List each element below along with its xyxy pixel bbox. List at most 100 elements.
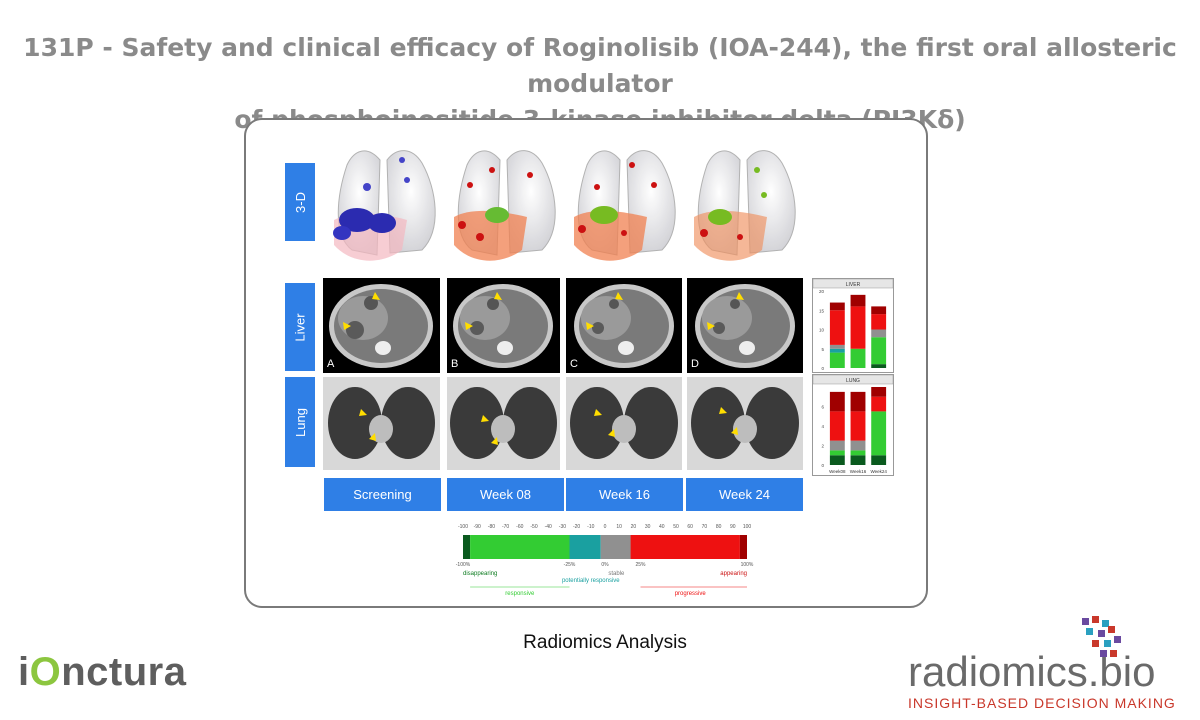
3d-render-week24 <box>694 150 796 261</box>
threshold-label: -25% <box>564 562 576 568</box>
x-tick-label: Week08 <box>829 469 846 474</box>
y-tick-label: 20 <box>819 289 825 294</box>
response-scale-legend: -100 -90 -80 -70 -60 -50 -40 -30 -20 -10 0 10 20 30 40… <box>456 524 754 597</box>
chart-header <box>813 279 893 289</box>
bar-segment <box>850 440 866 451</box>
label-stable: stable <box>608 571 625 577</box>
timepoint-screening: Screening <box>324 478 441 511</box>
bar-segment <box>850 411 866 441</box>
threshold-label: -100% <box>456 562 471 568</box>
scale-tick-label: 20 <box>631 524 637 530</box>
y-tick-label: 4 <box>821 424 824 429</box>
y-tick-label: 6 <box>821 405 824 410</box>
scale-tick-label: 100 <box>743 524 752 530</box>
lung-ct-week24 <box>687 377 803 470</box>
scale-tick-label: -70 <box>502 524 509 530</box>
threshold-label: 25% <box>635 562 646 568</box>
scale-tick-label: 90 <box>730 524 736 530</box>
scale-tick-label: -100 <box>458 524 468 530</box>
liver-ct-week08: B <box>447 278 560 373</box>
segment-stable <box>600 535 631 559</box>
scale-tick-label: -80 <box>488 524 495 530</box>
y-tick-label: 0 <box>821 366 824 371</box>
bar-segment <box>829 352 845 368</box>
label-appearing: appearing <box>720 571 747 577</box>
title-line-1: 131P - Safety and clinical efficacy of R… <box>23 33 1177 98</box>
lung-ct-week08 <box>447 377 560 470</box>
bar-segment <box>829 310 845 345</box>
scale-tick-label: 50 <box>673 524 679 530</box>
figure-caption: Radiomics Analysis <box>523 632 687 653</box>
scale-tick-label: 0 <box>604 524 607 530</box>
logo-pixel-mark-icon <box>1082 616 1121 657</box>
radiomics-bio-name: radiomics.bio <box>908 648 1156 695</box>
bar-segment <box>829 440 845 451</box>
lung-ct-screening <box>323 377 440 470</box>
y-tick-label: 0 <box>821 463 824 468</box>
scale-tick-label: -30 <box>559 524 566 530</box>
segment-disappearing <box>463 535 471 559</box>
bar-segment <box>871 337 887 365</box>
timepoint-week16: Week 16 <box>566 478 683 511</box>
scale-tick-label: 40 <box>659 524 665 530</box>
scale-tick-label: 60 <box>687 524 693 530</box>
bar-segment <box>871 455 887 465</box>
ionctura-logo: iOnctura <box>18 650 187 694</box>
panel-letter-b: B <box>451 358 459 370</box>
row-label-liver: Liver <box>285 283 315 371</box>
row-label-3d: 3-D <box>285 163 315 241</box>
bar-segment <box>829 348 845 353</box>
bar-segment <box>829 302 845 311</box>
scale-tick-label: 70 <box>702 524 708 530</box>
label-disappearing: disappearing <box>463 571 497 577</box>
label-progressive: progressive <box>675 591 707 597</box>
segment-appearing <box>739 535 747 559</box>
scale-tick-label: 80 <box>716 524 722 530</box>
x-tick-label: Week24 <box>870 469 887 474</box>
threshold-label: 0% <box>601 562 609 568</box>
timepoint-week24: Week 24 <box>686 478 803 511</box>
liver-ct-week16: C <box>566 278 682 373</box>
bar-segment <box>871 306 887 315</box>
3d-render-row <box>333 150 796 261</box>
chart-title: LUNG <box>846 378 860 384</box>
bar-segment <box>850 455 866 465</box>
panel-letter-a: A <box>327 358 335 370</box>
radiomics-bio-tagline: INSIGHT-BASED DECISION MAKING <box>908 695 1176 711</box>
y-tick-label: 2 <box>821 444 824 449</box>
segment-responsive <box>470 535 570 559</box>
scale-tick-label: -20 <box>573 524 580 530</box>
scale-tick-label: 30 <box>645 524 651 530</box>
y-tick-label: 15 <box>819 308 825 313</box>
bar-segment <box>829 411 845 441</box>
chart-header <box>813 375 893 385</box>
bar-segment <box>871 314 887 330</box>
row-label-lung: Lung <box>285 377 315 467</box>
y-tick-label: 10 <box>819 328 825 333</box>
bar-segment <box>829 450 845 456</box>
radiomics-bio-logo: radiomics.bio INSIGHT-BASED DECISION MAK… <box>908 616 1188 711</box>
3d-render-week08 <box>454 150 556 261</box>
scale-tick-label: -90 <box>474 524 481 530</box>
liver-ct-week24: D <box>687 278 803 373</box>
bar-segment <box>829 344 845 349</box>
bar-segment <box>850 391 866 412</box>
bar-segment <box>871 396 887 412</box>
panel-letter-c: C <box>570 358 578 370</box>
scale-tick-label: -10 <box>587 524 594 530</box>
label-potentially-responsive: potentially responsive <box>562 578 620 584</box>
bar-segment <box>850 450 866 456</box>
3d-render-week16 <box>574 150 676 261</box>
lung-stacked-bar-chart: LUNG 0 2 4 6 Week08 Week16 Week24 <box>812 374 894 476</box>
bar-segment <box>850 306 866 349</box>
y-tick-label: 5 <box>821 347 824 352</box>
lung-ct-week16 <box>566 377 682 470</box>
panel-letter-d: D <box>691 358 699 370</box>
segment-potentially-responsive <box>569 535 601 559</box>
bar-segment <box>871 329 887 338</box>
timepoint-week08: Week 08 <box>447 478 564 511</box>
bar-segment <box>829 455 845 465</box>
scale-tick-label: -50 <box>530 524 537 530</box>
scale-tick-label: 10 <box>616 524 622 530</box>
bar-segment <box>871 387 887 397</box>
